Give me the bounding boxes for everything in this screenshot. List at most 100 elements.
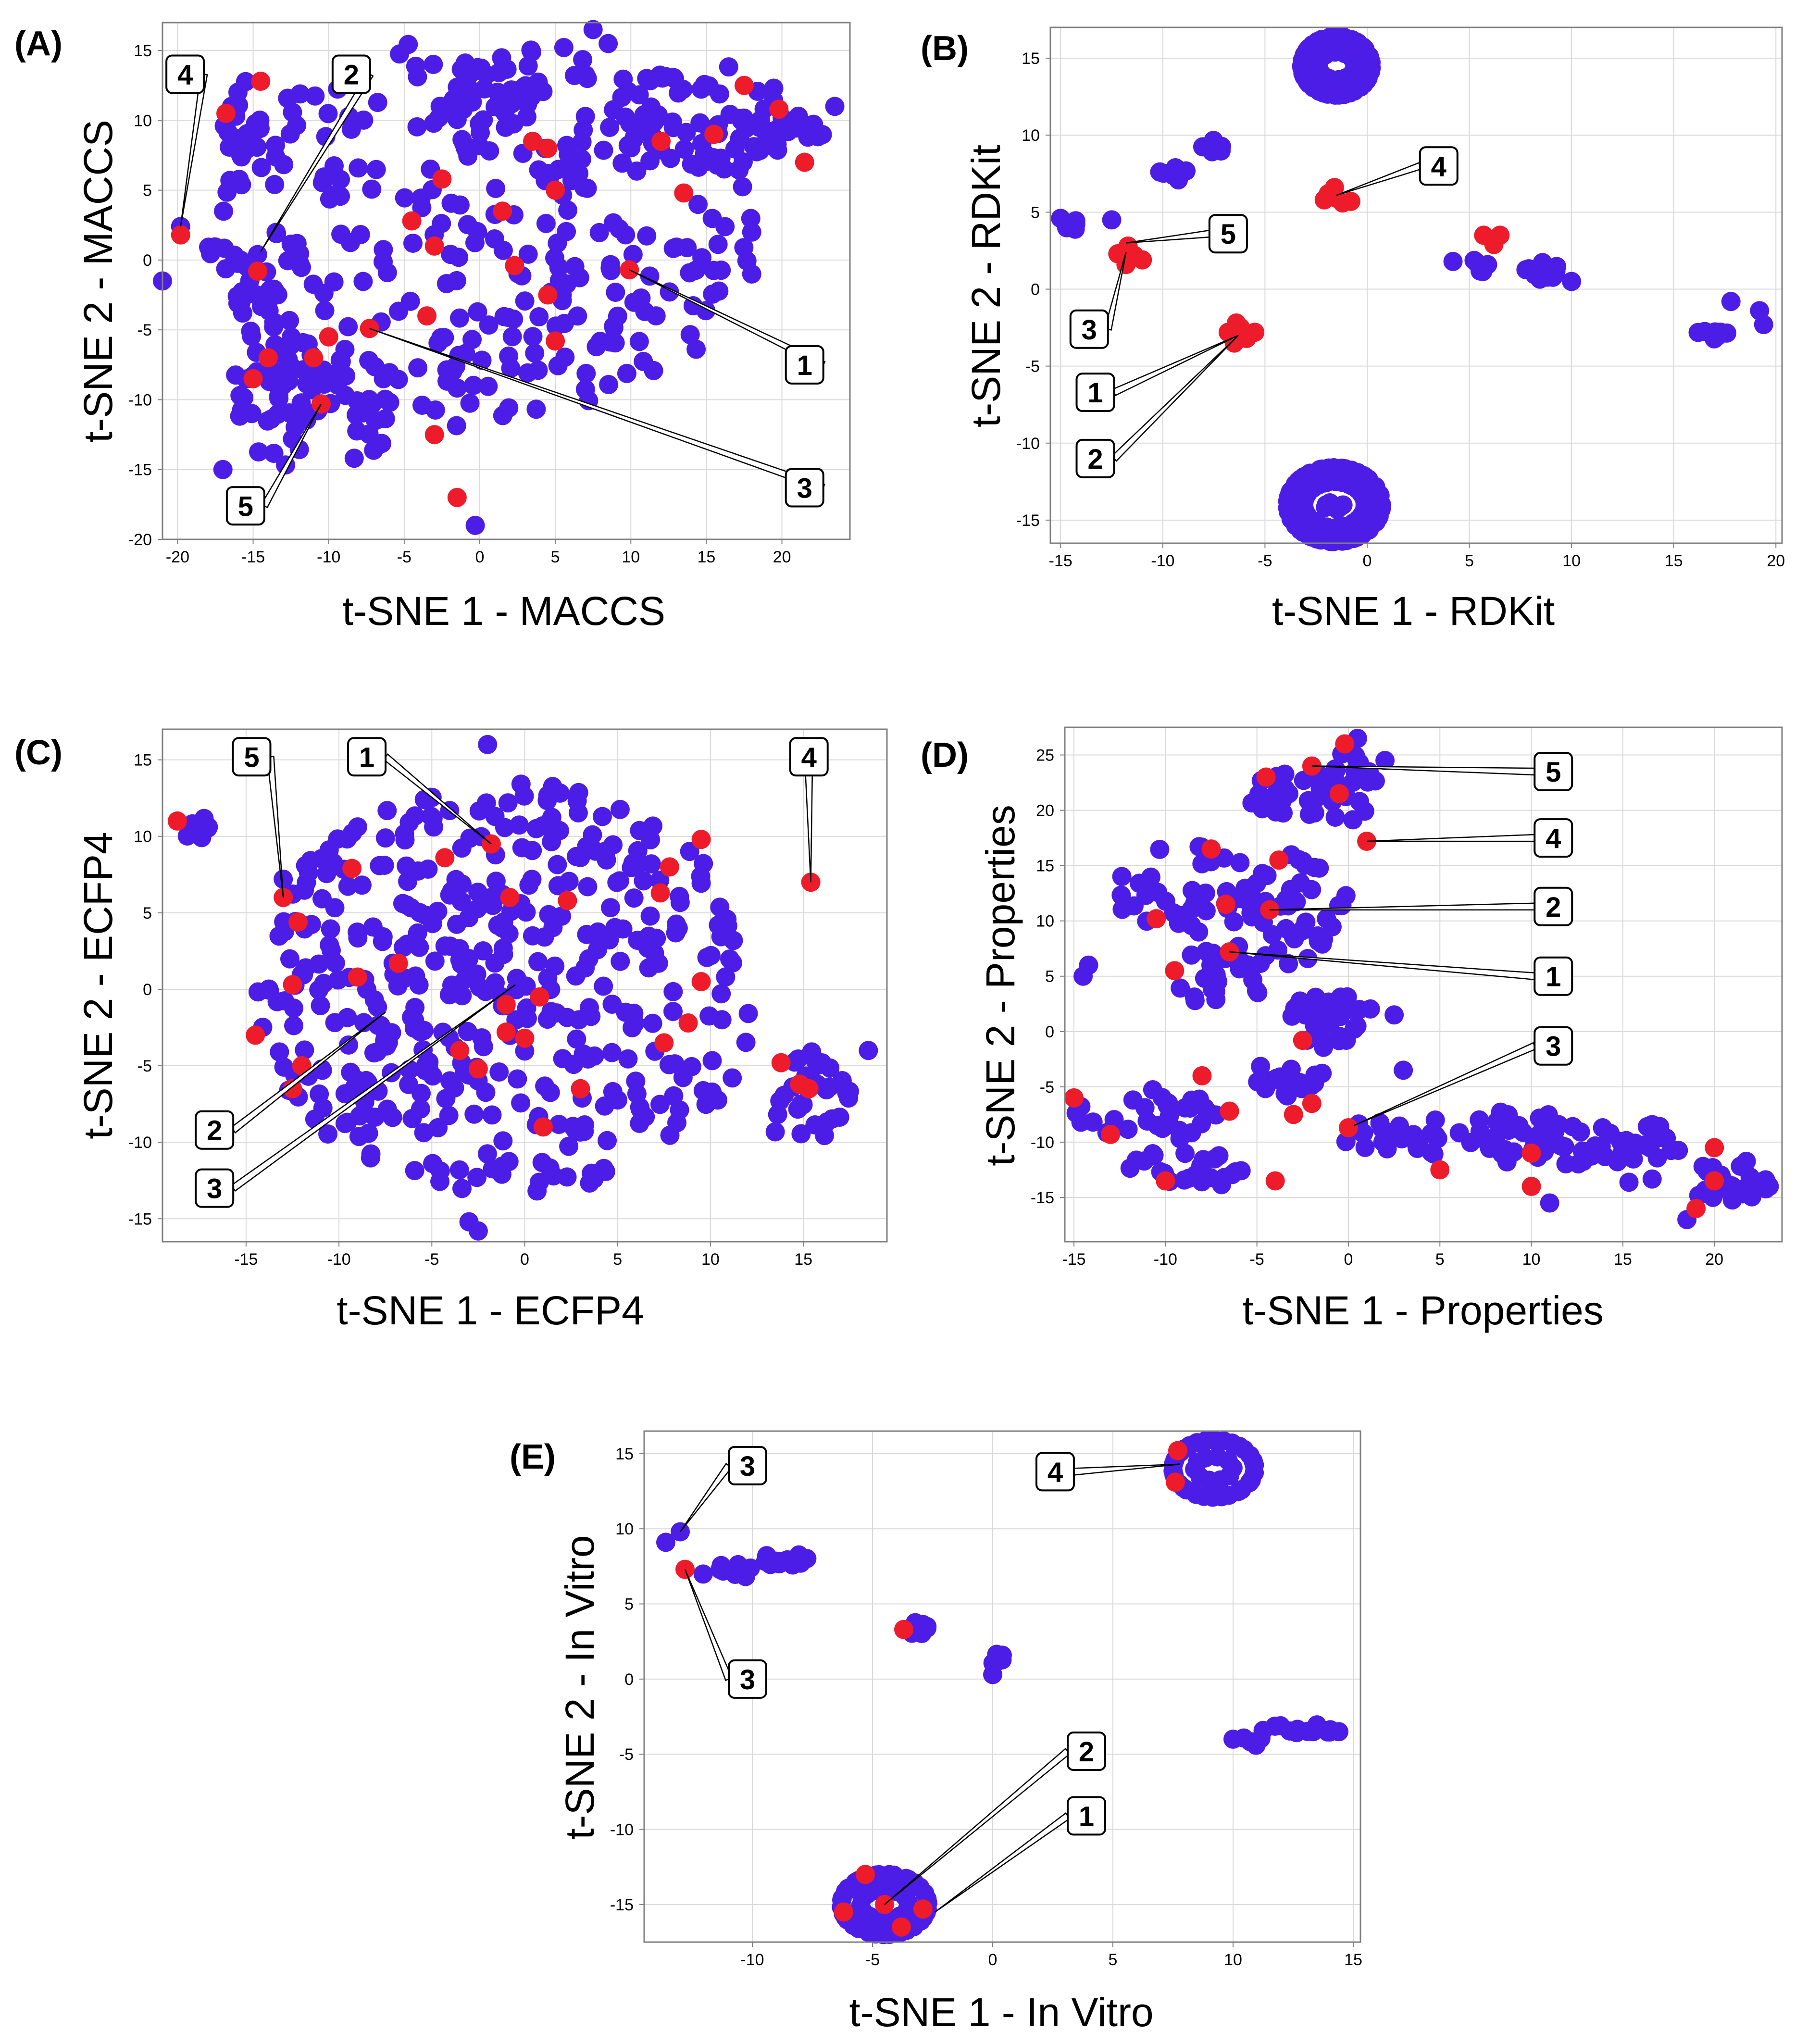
inactive-point xyxy=(859,1041,878,1060)
inactive-point xyxy=(703,284,723,304)
inactive-point xyxy=(468,302,487,322)
inactive-point xyxy=(305,86,325,106)
active-point xyxy=(424,425,444,445)
inactive-point xyxy=(330,187,350,206)
inactive-point xyxy=(338,317,358,337)
callout-label: 3 xyxy=(1546,1031,1561,1062)
inactive-point xyxy=(1661,1141,1681,1160)
plot-frame xyxy=(162,22,851,540)
inactive-point xyxy=(281,357,301,376)
inactive-point xyxy=(1180,1098,1200,1118)
callout-label: 2 xyxy=(1087,444,1103,475)
y-tick-label: 0 xyxy=(1045,1023,1054,1041)
active-point xyxy=(834,1902,853,1922)
y-tick-label: 5 xyxy=(143,904,152,922)
inactive-point xyxy=(317,864,337,884)
inactive-point xyxy=(528,952,548,972)
inactive-point xyxy=(754,99,774,119)
inactive-point xyxy=(744,137,764,157)
inactive-point xyxy=(786,118,806,138)
inactive-point xyxy=(233,303,252,323)
x-tick-label: -5 xyxy=(865,1951,880,1969)
inactive-point xyxy=(395,968,414,988)
inactive-point xyxy=(354,110,374,130)
inactive-point xyxy=(618,1049,638,1069)
inactive-point xyxy=(992,1645,1012,1665)
inactive-point xyxy=(576,363,596,383)
inactive-point xyxy=(1083,1112,1103,1132)
inactive-point xyxy=(498,793,518,813)
x-axis-label: t-SNE 1 - ECFP4 xyxy=(337,1288,644,1333)
inactive-point xyxy=(247,285,266,305)
inactive-point xyxy=(424,55,443,75)
inactive-point xyxy=(1325,807,1345,827)
inactive-point xyxy=(659,1055,679,1074)
inactive-point xyxy=(1582,1146,1601,1166)
inactive-point xyxy=(226,365,246,385)
x-tick-label: 5 xyxy=(1109,1951,1118,1969)
inactive-point xyxy=(1182,881,1202,900)
inactive-point xyxy=(770,1091,790,1111)
inactive-point xyxy=(469,801,489,821)
inactive-point xyxy=(663,982,683,1001)
active-point xyxy=(171,225,190,245)
inactive-point xyxy=(482,1105,502,1125)
inactive-point xyxy=(825,97,845,116)
inactive-point xyxy=(791,1124,811,1144)
inactive-point xyxy=(371,1016,391,1035)
callout-label: 5 xyxy=(238,491,253,522)
callout-box xyxy=(785,345,824,385)
plot-frame xyxy=(1064,726,1783,1243)
inactive-point xyxy=(411,1099,430,1119)
inactive-point xyxy=(282,327,301,347)
inactive-point xyxy=(749,118,769,137)
active-point xyxy=(505,256,524,275)
inactive-point xyxy=(613,69,633,89)
inactive-point xyxy=(590,332,610,351)
inactive-point xyxy=(456,139,475,159)
callout-label: 4 xyxy=(1431,151,1446,182)
panel-label: (E) xyxy=(510,1438,556,1476)
inactive-point xyxy=(720,104,740,124)
callout-box xyxy=(225,486,265,526)
y-tick-label: -15 xyxy=(1031,1189,1054,1207)
active-point xyxy=(496,1022,516,1042)
inactive-point xyxy=(198,818,218,838)
inactive-point xyxy=(264,444,284,463)
active-point xyxy=(1201,839,1221,859)
inactive-point xyxy=(377,1099,397,1119)
inactive-point xyxy=(603,1082,623,1101)
inactive-point xyxy=(720,949,739,969)
x-tick-label: 15 xyxy=(698,548,716,566)
inactive-point xyxy=(324,272,344,292)
inactive-point xyxy=(224,245,244,265)
inactive-point xyxy=(1279,954,1298,973)
active-point xyxy=(1335,734,1355,754)
inactive-point xyxy=(557,222,576,241)
active-point xyxy=(530,987,549,1007)
inactive-point xyxy=(443,361,462,381)
inactive-point xyxy=(1292,921,1312,941)
active-point xyxy=(447,487,467,507)
inactive-point xyxy=(1251,1057,1271,1076)
inactive-point xyxy=(349,158,368,178)
inactive-point xyxy=(441,193,461,213)
active-point xyxy=(432,169,452,189)
inactive-point xyxy=(1355,497,1375,516)
x-tick-label: -20 xyxy=(166,548,189,566)
inactive-point xyxy=(1394,1060,1413,1080)
inactive-point xyxy=(439,985,459,1005)
inactive-point xyxy=(1112,867,1132,886)
inactive-point xyxy=(468,1221,488,1241)
inactive-point xyxy=(718,916,737,935)
active-point xyxy=(1319,184,1338,203)
x-axis-label: t-SNE 1 - In Vitro xyxy=(849,1990,1153,2035)
inactive-point xyxy=(1424,1144,1444,1164)
inactive-point xyxy=(449,308,469,328)
inactive-point xyxy=(495,103,515,123)
active-point xyxy=(435,848,455,868)
inactive-point xyxy=(527,1181,547,1201)
inactive-point xyxy=(1230,959,1249,979)
inactive-point xyxy=(656,1533,675,1552)
inactive-point xyxy=(485,229,505,249)
